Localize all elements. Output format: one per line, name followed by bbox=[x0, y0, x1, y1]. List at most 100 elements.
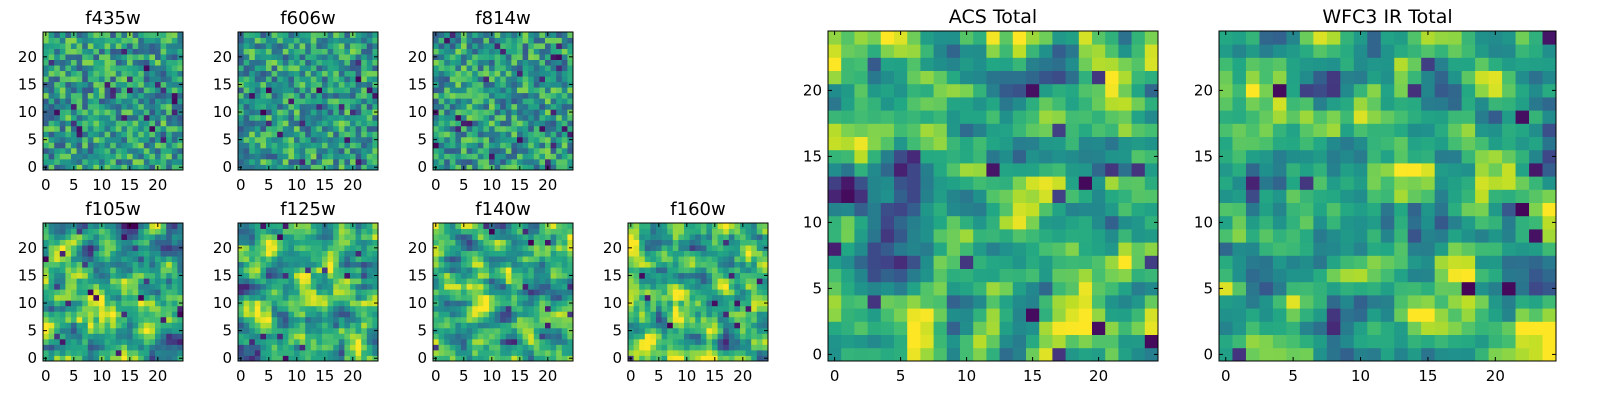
heatmap-cell bbox=[171, 81, 178, 88]
heatmap-cell bbox=[455, 327, 462, 334]
heatmap-cell bbox=[528, 125, 535, 132]
heatmap-cell bbox=[93, 65, 100, 72]
heatmap-cell bbox=[489, 48, 495, 55]
heatmap-cell bbox=[522, 76, 529, 83]
heatmap-cell bbox=[171, 311, 178, 318]
heatmap-cell bbox=[110, 87, 117, 94]
heatmap-cell bbox=[43, 120, 49, 127]
x-tick-label: 20 bbox=[148, 367, 167, 385]
heatmap-cell bbox=[132, 59, 139, 66]
heatmap-cell bbox=[986, 321, 1000, 335]
heatmap-cell bbox=[667, 311, 674, 318]
heatmap-cell bbox=[1065, 295, 1080, 309]
heatmap-cell bbox=[505, 239, 512, 246]
heatmap-cell bbox=[639, 228, 646, 235]
heatmap-cell bbox=[299, 43, 306, 49]
heatmap-cell bbox=[299, 250, 306, 257]
heatmap-cell bbox=[355, 327, 362, 334]
heatmap-cell bbox=[1039, 308, 1053, 322]
heatmap-cell bbox=[745, 283, 752, 290]
heatmap-cell bbox=[656, 239, 662, 246]
heatmap-cell bbox=[76, 114, 83, 121]
heatmap-cell bbox=[243, 81, 250, 88]
heatmap-cell bbox=[54, 261, 61, 268]
heatmap-cell bbox=[266, 125, 272, 132]
heatmap-cell bbox=[756, 333, 763, 340]
heatmap-cell bbox=[82, 142, 89, 149]
heatmap-cell bbox=[76, 59, 83, 66]
heatmap-cell bbox=[160, 48, 167, 55]
heatmap-cell bbox=[567, 125, 574, 132]
heatmap-cell bbox=[444, 338, 451, 345]
heatmap-cell bbox=[160, 333, 167, 340]
heatmap-cell bbox=[316, 333, 323, 340]
heatmap-cell bbox=[271, 158, 278, 165]
heatmap-cell bbox=[672, 223, 679, 229]
heatmap-cell bbox=[76, 355, 83, 362]
y-tick-label: 0 bbox=[222, 158, 232, 176]
heatmap-cell bbox=[299, 305, 306, 312]
heatmap-cell bbox=[54, 120, 61, 127]
heatmap-cell bbox=[449, 98, 456, 105]
heatmap-cell bbox=[745, 344, 752, 351]
heatmap-cell bbox=[472, 131, 479, 138]
heatmap-cell bbox=[444, 54, 451, 60]
heatmap-cell bbox=[511, 239, 518, 246]
heatmap-cell bbox=[71, 322, 77, 329]
heatmap-cell bbox=[740, 349, 746, 356]
heatmap-cell bbox=[472, 327, 479, 334]
heatmap-cell bbox=[489, 125, 495, 132]
heatmap-cell bbox=[149, 109, 156, 116]
heatmap-cell bbox=[132, 164, 139, 171]
heatmap-cell bbox=[700, 327, 707, 334]
heatmap-cell bbox=[550, 349, 557, 356]
heatmap-cell bbox=[628, 278, 634, 285]
heatmap-cell bbox=[712, 316, 718, 323]
heatmap-cell bbox=[545, 37, 551, 44]
heatmap-cell bbox=[483, 131, 490, 138]
heatmap-cell bbox=[59, 81, 66, 88]
heatmap-cell bbox=[489, 234, 495, 240]
heatmap-cell bbox=[310, 311, 317, 318]
heatmap-cell bbox=[539, 234, 546, 240]
heatmap-cell bbox=[288, 283, 295, 290]
heatmap-cell bbox=[254, 54, 261, 60]
heatmap-cell bbox=[254, 98, 261, 105]
heatmap-cell bbox=[656, 344, 662, 351]
heatmap-cell bbox=[260, 98, 267, 105]
heatmap-cell bbox=[628, 349, 634, 356]
heatmap-cell bbox=[511, 131, 518, 138]
heatmap-cell bbox=[288, 109, 295, 116]
heatmap-cell bbox=[59, 272, 66, 279]
heatmap-cell bbox=[678, 322, 685, 329]
heatmap-cell bbox=[477, 43, 484, 49]
heatmap-cell bbox=[723, 283, 730, 290]
heatmap-cell bbox=[294, 322, 300, 329]
heatmap-cell bbox=[517, 65, 523, 72]
heatmap-cell bbox=[455, 338, 462, 345]
heatmap-cell bbox=[59, 245, 66, 251]
heatmap-cell bbox=[472, 81, 479, 88]
heatmap-cell bbox=[155, 322, 161, 329]
heatmap-cell bbox=[505, 349, 512, 356]
heatmap-cell bbox=[1118, 242, 1132, 256]
heatmap-cell bbox=[71, 338, 77, 345]
heatmap-cell bbox=[517, 267, 523, 274]
heatmap-cell bbox=[254, 131, 261, 138]
heatmap-cell bbox=[333, 59, 340, 66]
heatmap-cell bbox=[166, 245, 173, 251]
heatmap-cell bbox=[149, 120, 156, 127]
heatmap-cell bbox=[633, 223, 640, 229]
heatmap-cell bbox=[678, 261, 685, 268]
x-tick-label: 10 bbox=[92, 367, 111, 385]
heatmap-cell bbox=[166, 333, 173, 340]
heatmap-cell bbox=[288, 327, 295, 334]
heatmap-cell bbox=[305, 355, 312, 362]
heatmap-cell bbox=[505, 278, 512, 285]
heatmap-cell bbox=[920, 281, 934, 296]
heatmap-cell bbox=[288, 245, 295, 251]
heatmap-cell bbox=[110, 349, 117, 356]
heatmap-cell bbox=[160, 76, 167, 83]
heatmap-cell bbox=[260, 223, 267, 229]
heatmap-cell bbox=[322, 228, 328, 235]
